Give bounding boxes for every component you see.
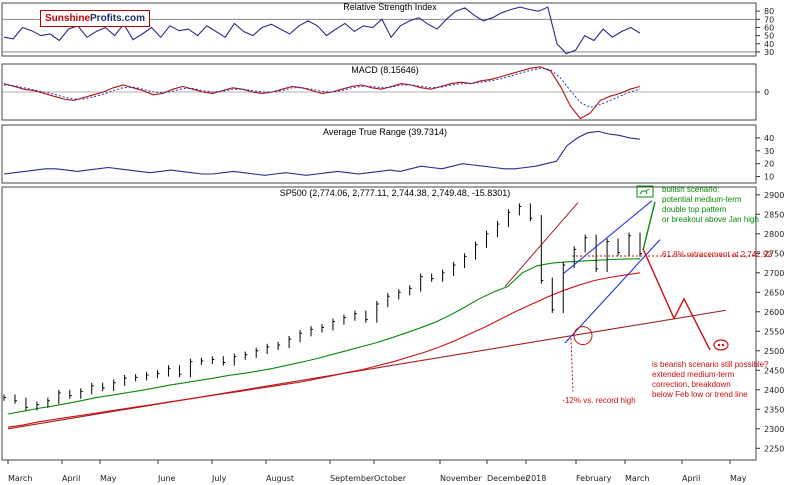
annotation-line: correction, breakdown [652, 380, 731, 389]
y-tick-label: 2850 [764, 210, 784, 219]
x-tick-label: October [374, 474, 407, 483]
y-tick-label: 2800 [764, 230, 784, 239]
annotation-line: or breakout above Jan high [662, 215, 759, 224]
brand-logo-part1: Sunshine [45, 13, 91, 24]
panel-frame [1, 2, 757, 57]
annotation-line: potential medium-term [662, 195, 742, 204]
annotation-line: bullish scenario: [662, 185, 719, 194]
brand-logo-part2: Profits.com [90, 13, 146, 24]
bullish-scenario-annotation: bullish scenario: potential medium-term do… [662, 185, 759, 224]
rsi-title: Relative Strength Index [343, 2, 437, 12]
rsi-series-line [3, 6, 641, 55]
long-term-trend-line [7, 309, 727, 430]
bullish-projection [642, 201, 656, 251]
annotation-line: double top pattern [662, 205, 727, 214]
y-tick-label: 2750 [764, 249, 784, 258]
x-tick-label: July [211, 474, 227, 483]
x-tick-label: 2018 [526, 474, 546, 483]
y-tick-label: 80 [764, 7, 774, 16]
macd-line [3, 66, 641, 120]
y-tick-label: 70 [764, 15, 774, 24]
y-tick-label: 2900 [764, 191, 784, 200]
y-tick-label: 60 [764, 23, 774, 32]
x-tick-label: December [487, 474, 529, 483]
y-tick-label: 2350 [764, 405, 784, 414]
y-tick-label: 2500 [764, 347, 784, 356]
y-tick-label: 30 [764, 147, 774, 156]
price-title: SP500 (2,774.06, 2,777.11, 2,744.38, 2,7… [280, 188, 511, 198]
x-tick-label: March [625, 474, 649, 483]
annotation-line: extended medium-term [652, 370, 735, 379]
x-tick-label: March [8, 474, 32, 483]
y-tick-label: 40 [764, 134, 774, 143]
y-tick-label: 2700 [764, 269, 784, 278]
retracement-annotation: 61.8% retracement at 2,742.92 [662, 250, 772, 259]
bull-icon [636, 185, 654, 198]
y-tick-label: 50 [764, 32, 774, 41]
y-tick-label: 20 [764, 160, 774, 169]
y-tick-label: 2400 [764, 386, 784, 395]
macd-panel: 0 [2, 66, 769, 120]
annotation-line: is bearish scenario still possible? [652, 360, 769, 369]
price-panel: 2900 2850 2800 2750 2700 2650 2600 2550 2500 2450… [3, 191, 784, 483]
panel-frame [1, 124, 757, 184]
y-tick-label: 2300 [764, 425, 784, 434]
bearish-scenario-annotation: is bearish scenario still possible? exten… [652, 360, 769, 399]
macd-title: MACD (8.15646) [351, 65, 419, 75]
brand-logo: Sunshine Profits.com [40, 10, 151, 27]
drawdown-annotation: -12% vs. record high [562, 396, 635, 405]
y-tick-label: 30 [764, 48, 774, 57]
x-tick-label: May [730, 474, 747, 483]
panel-frame [1, 186, 757, 461]
atr-panel: 40 30 20 10 [3, 130, 774, 182]
x-tick-label: September [330, 474, 375, 483]
y-tick-label: 40 [764, 40, 774, 49]
x-tick-label: May [100, 474, 117, 483]
y-tick-label: 2250 [764, 444, 784, 453]
atr-title: Average True Range (39.7314) [323, 127, 447, 137]
x-tick-label: August [266, 474, 294, 483]
x-tick-label: June [157, 474, 176, 483]
y-tick-label: 2550 [764, 327, 784, 336]
atr-series-line [3, 130, 641, 176]
channel-upper-line [562, 200, 653, 275]
channel-lower-line [564, 239, 661, 344]
y-tick-label: 10 [764, 173, 774, 182]
y-tick-label: 2650 [764, 288, 784, 297]
y-tick-label: 2450 [764, 366, 784, 375]
short-term-trend-line [504, 202, 579, 287]
bearish-projection [642, 248, 711, 351]
macd-signal-line [3, 67, 641, 108]
x-tick-label: November [440, 474, 482, 483]
drawdown-pointer [570, 338, 574, 392]
y-tick-label: 0 [764, 88, 769, 97]
x-tick-label: April [62, 474, 80, 483]
y-tick-label: 2600 [764, 308, 784, 317]
x-tick-label: February [576, 474, 612, 483]
bear-icon [713, 339, 729, 351]
x-tick-label: April [682, 474, 700, 483]
ma200-line [7, 272, 641, 428]
ma50-line [7, 258, 641, 415]
feb-low-marker [573, 326, 593, 346]
annotation-line: below Feb low or trend line [652, 390, 748, 399]
